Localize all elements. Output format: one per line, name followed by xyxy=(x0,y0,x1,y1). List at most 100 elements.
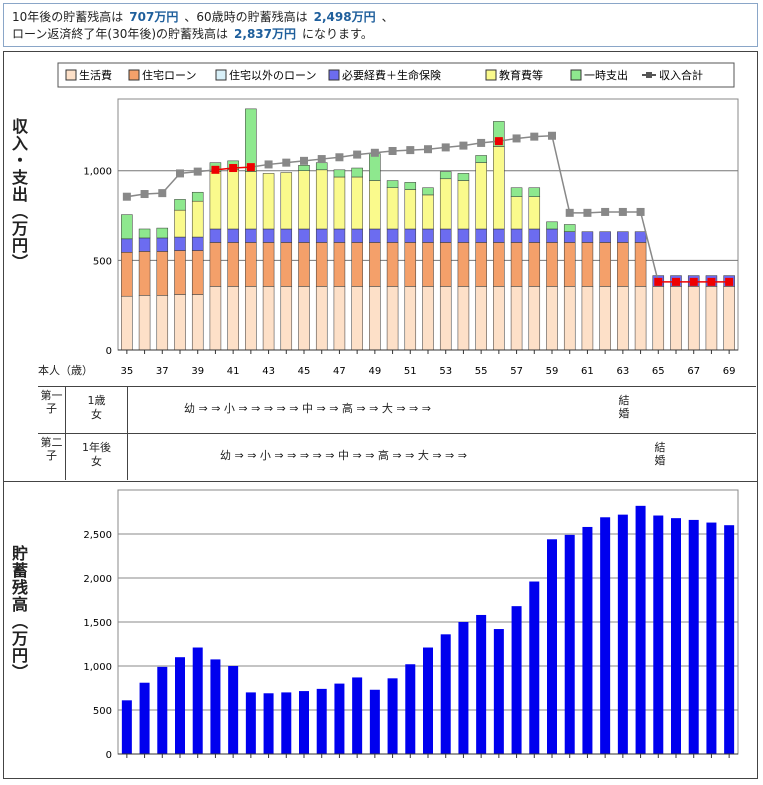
legend-label: 住宅ローン xyxy=(142,68,196,82)
bar-segment xyxy=(387,229,398,242)
age-tick-label: 47 xyxy=(333,366,346,377)
income-marker xyxy=(619,208,627,216)
bar-segment xyxy=(281,229,292,242)
bar-segment xyxy=(617,286,628,350)
savings-bar xyxy=(334,684,344,754)
child-row-2: 第二子 1年後 女 幼 ⇒ ⇒ 小 ⇒ ⇒ ⇒ ⇒ ⇒ 中 ⇒ ⇒ 高 ⇒ ⇒ … xyxy=(38,433,756,480)
bar-segment xyxy=(405,286,416,350)
legend-label: 教育費等 xyxy=(499,68,543,82)
income-marker xyxy=(513,134,521,142)
age-tick-label: 41 xyxy=(227,366,240,377)
summary-line-1: 10年後の貯蓄残高は 707万円 、60歳時の貯蓄残高は 2,498万円、 xyxy=(12,9,749,26)
bar-segment xyxy=(334,286,345,350)
legend-swatch-expenses_insurance xyxy=(329,70,339,80)
bar-segment xyxy=(352,286,363,350)
bar-segment xyxy=(564,286,575,350)
legend-swatch-education xyxy=(486,70,496,80)
bar-segment xyxy=(139,295,150,350)
savings-bar xyxy=(370,690,380,754)
bar-segment xyxy=(157,228,168,238)
savings-bar xyxy=(175,657,185,754)
bar-segment xyxy=(316,286,327,350)
savings-loan-end-value: 2,837万円 xyxy=(234,27,296,41)
age-tick-label: 63 xyxy=(616,366,629,377)
child-1-age: 1歳 xyxy=(66,394,127,408)
income-marker xyxy=(424,145,432,153)
bar-segment xyxy=(493,242,504,286)
bar-segment xyxy=(334,242,345,286)
income-marker xyxy=(583,209,591,217)
bar-segment xyxy=(175,237,186,250)
child-1-stages: 幼 ⇒ ⇒ 小 ⇒ ⇒ ⇒ ⇒ ⇒ 中 ⇒ ⇒ 高 ⇒ ⇒ 大 ⇒ ⇒ ⇒ xyxy=(184,400,431,416)
bar-segment xyxy=(476,229,487,242)
bar-segment xyxy=(210,172,221,229)
y-tick-label: 2,000 xyxy=(83,574,112,585)
income-marker xyxy=(566,209,574,217)
income-marker xyxy=(371,149,379,157)
bar-segment xyxy=(352,177,363,229)
age-tick-label: 55 xyxy=(475,366,488,377)
bar-segment xyxy=(263,229,274,242)
bar-segment xyxy=(440,286,451,350)
age-tick-label: 67 xyxy=(687,366,700,377)
savings-age60-value: 2,498万円 xyxy=(314,10,376,24)
bar-segment xyxy=(387,286,398,350)
bar-segment xyxy=(405,190,416,229)
savings-bar xyxy=(724,525,734,754)
savings-bar xyxy=(494,629,504,754)
age-tick-label: 37 xyxy=(156,366,169,377)
savings-bar xyxy=(547,539,557,754)
income-marker xyxy=(389,147,397,155)
income-marker xyxy=(282,159,290,167)
y-tick-label: 0 xyxy=(106,750,112,761)
savings-bar xyxy=(600,517,610,754)
bar-segment xyxy=(299,165,310,170)
bar-segment xyxy=(228,242,239,286)
legend-swatch-housing_loan xyxy=(129,70,139,80)
bar-segment xyxy=(121,296,132,350)
bar-segment xyxy=(245,229,256,242)
child-2-marriage: 結婚 xyxy=(653,441,667,467)
cashflow-chart: 0 500 1,000 生活費 住宅ローン 住宅以外のローン 必要経費＋生命保険 教育費等 一時… xyxy=(38,52,756,354)
bar-segment xyxy=(352,229,363,242)
y-tick-label: 0 xyxy=(106,346,112,354)
bar-segment xyxy=(299,242,310,286)
bar-segment xyxy=(121,215,132,239)
bar-segment xyxy=(564,232,575,243)
savings-bar xyxy=(140,683,150,754)
bar-segment xyxy=(564,225,575,232)
bar-segment xyxy=(281,286,292,350)
legend-label: 収入合計 xyxy=(659,68,703,82)
bar-segment xyxy=(706,286,717,350)
legend-label: 住宅以外のローン xyxy=(229,68,316,82)
bar-segment xyxy=(529,242,540,286)
age-row: 本人（歳） 35 37 39 41 43 45 47 49 51 53 55 57 59 61 63 65 67… xyxy=(38,354,756,387)
bar-segment xyxy=(423,286,434,350)
bar-segment xyxy=(547,229,558,242)
bar-segment xyxy=(157,251,168,295)
income-marker xyxy=(725,278,733,286)
savings-bar xyxy=(636,506,646,754)
bar-segment xyxy=(653,286,664,350)
bar-segment xyxy=(121,239,132,252)
age-tick-label: 49 xyxy=(368,366,381,377)
income-marker xyxy=(477,139,485,147)
bar-segment xyxy=(529,286,540,350)
income-marker xyxy=(442,143,450,151)
cashflow-y-label: 収入・支出（万円） xyxy=(6,118,30,268)
bar-segment xyxy=(600,242,611,286)
savings-bar xyxy=(210,659,220,754)
income-marker xyxy=(300,157,308,165)
bar-segment xyxy=(405,229,416,242)
income-marker xyxy=(194,168,202,176)
child-2-gender: 女 xyxy=(66,455,127,469)
bar-segment xyxy=(316,163,327,170)
savings-bar xyxy=(653,516,663,754)
income-marker xyxy=(265,160,273,168)
y-tick-label: 2,500 xyxy=(83,530,112,541)
bar-segment xyxy=(547,286,558,350)
income-marker xyxy=(318,155,326,163)
income-marker xyxy=(637,208,645,216)
savings-bar xyxy=(689,520,699,754)
bar-segment xyxy=(440,179,451,229)
